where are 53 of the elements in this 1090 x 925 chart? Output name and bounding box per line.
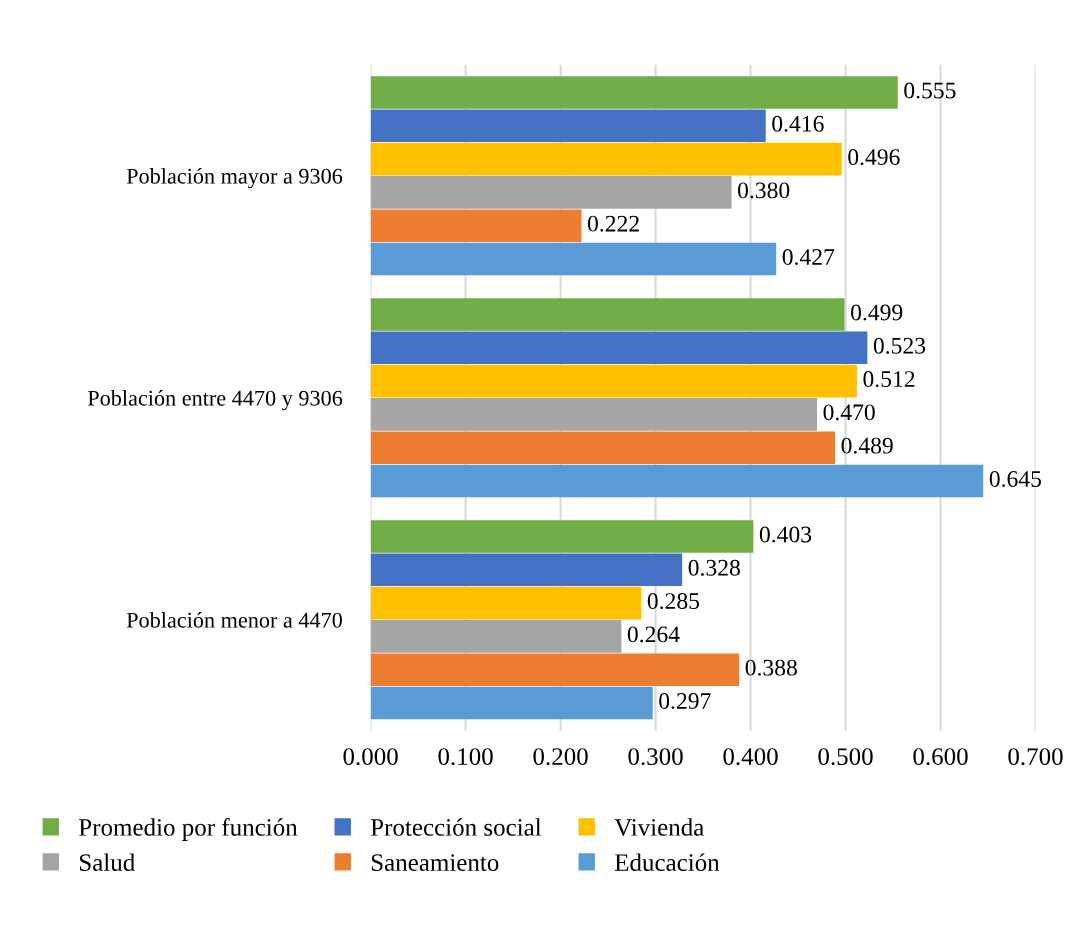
bar: [370, 209, 582, 243]
bar: [370, 464, 984, 498]
data-label: 0.403: [759, 526, 812, 543]
x-tick-label: 0.700: [1008, 748, 1063, 766]
bar: [370, 686, 653, 720]
bar: [370, 586, 642, 620]
y-tick-label: Población mayor a 9306: [126, 168, 343, 189]
y-tick-label: Población menor a 4470: [126, 612, 342, 628]
bar: [370, 620, 622, 653]
x-tick-label: 0.100: [438, 748, 493, 766]
x-tick-label: 0.000: [343, 748, 398, 766]
bar: [370, 109, 766, 143]
legend-label: Vivienda: [614, 818, 704, 836]
x-tick-label: 0.500: [818, 748, 873, 766]
bar: [370, 331, 868, 365]
data-label: 0.388: [745, 659, 797, 676]
bar: [370, 242, 777, 276]
bar: [370, 553, 683, 587]
legend-label: Saneamiento: [371, 854, 499, 872]
data-label: 0.499: [851, 304, 903, 321]
x-tick-label: 0.200: [533, 748, 588, 766]
data-label: 0.416: [772, 115, 824, 132]
data-label: 0.297: [659, 692, 711, 710]
data-label: 0.470: [823, 404, 875, 421]
bar: [370, 520, 754, 553]
bar: [370, 142, 842, 176]
bar: [370, 364, 857, 398]
bar: [370, 653, 740, 687]
legend-label: Educación: [614, 853, 720, 872]
data-label: 0.645: [989, 470, 1042, 488]
legend-label: Protección social: [370, 818, 542, 836]
legend-label: Salud: [79, 853, 135, 872]
x-tick-label: 0.600: [913, 748, 968, 766]
x-tick-label: 0.300: [628, 748, 683, 766]
y-tick-label: Población entre 4470 y 9306: [87, 390, 343, 411]
data-label: 0.555: [904, 82, 956, 99]
legend-label: Promedio por función: [79, 818, 298, 841]
data-label: 0.496: [848, 149, 900, 166]
data-label: 0.285: [647, 593, 700, 610]
data-label: 0.523: [873, 337, 926, 354]
data-label: 0.264: [627, 626, 680, 643]
data-label: 0.427: [782, 248, 835, 266]
bar: [370, 298, 845, 331]
data-label: 0.380: [738, 182, 790, 199]
x-tick-label: 0.400: [723, 748, 778, 766]
bar: [370, 176, 732, 209]
data-label: 0.222: [587, 215, 639, 232]
data-label: 0.512: [863, 371, 915, 388]
bar: [370, 76, 898, 109]
bar: [370, 398, 818, 431]
data-label: 0.328: [688, 559, 740, 576]
bar: [370, 431, 836, 465]
data-label: 0.489: [841, 437, 893, 454]
